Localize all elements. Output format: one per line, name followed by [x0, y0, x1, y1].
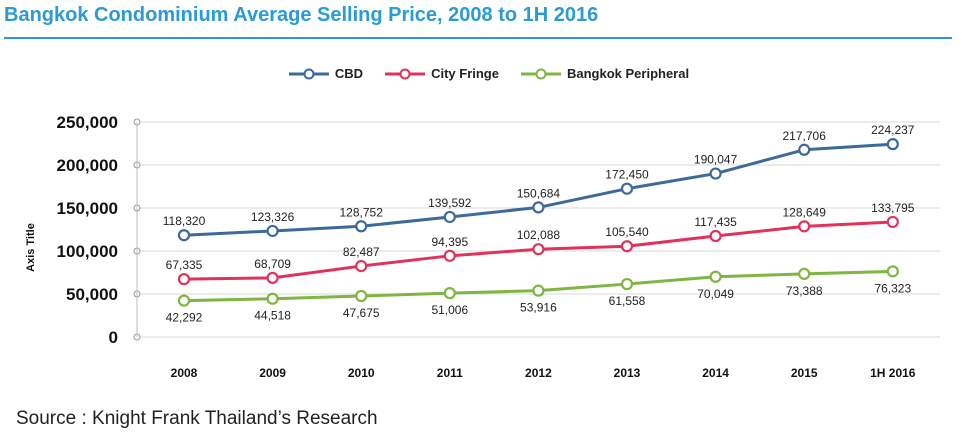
- y-tick-label-50000: 50,000: [66, 285, 118, 304]
- data-label-city-fringe-2012: 102,088: [517, 228, 561, 242]
- data-label-city-fringe-2008: 67,335: [166, 258, 203, 272]
- data-point-city-fringe-2012: [532, 243, 545, 256]
- data-label-cbd-1h-2016: 224,237: [871, 123, 915, 137]
- line-chart: 0 50,000 100,000 150,000 200,000 250,000 Axis …: [25, 113, 940, 380]
- legend-item-city-fringe: City Fringe: [385, 66, 499, 81]
- data-label-city-fringe-1h-2016: 133,795: [871, 201, 915, 215]
- data-point-city-fringe-2015: [798, 220, 811, 233]
- data-point-bangkok-peripheral-2013: [620, 277, 634, 291]
- x-tick-label-2015: 2015: [791, 366, 818, 380]
- x-tick-label-2014: 2014: [702, 366, 729, 380]
- data-point-cbd-2008: [177, 229, 191, 242]
- data-label-city-fringe-2009: 68,709: [254, 257, 291, 271]
- data-label-bangkok-peripheral-2011: 51,006: [431, 303, 468, 317]
- data-point-cbd-2012: [532, 201, 545, 214]
- data-point-cbd-2014: [709, 167, 722, 180]
- data-label-city-fringe-2014: 117,435: [694, 215, 737, 229]
- data-label-city-fringe-2011: 94,395: [431, 235, 468, 249]
- data-point-bangkok-peripheral-1h-2016: [886, 265, 899, 278]
- y-tick-label-250000: 250,000: [57, 113, 118, 132]
- chart-legend: CBD City Fringe Bangkok Peripheral: [0, 66, 968, 81]
- data-point-city-fringe-2014: [709, 229, 722, 243]
- data-point-cbd-2013: [620, 182, 634, 195]
- legend-label-bangkok-peripheral: Bangkok Peripheral: [566, 66, 690, 81]
- data-point-bangkok-peripheral-2015: [798, 267, 811, 280]
- data-point-cbd-2015: [798, 143, 811, 156]
- data-label-bangkok-peripheral-2015: 73,388: [786, 284, 823, 298]
- legend-label-cbd: CBD: [334, 66, 364, 81]
- x-tick-label-2009: 2009: [259, 366, 286, 380]
- source-note: Source : Knight Frank Thailand’s Researc…: [16, 408, 378, 429]
- data-label-cbd-2010: 128,752: [340, 205, 384, 219]
- y-axis-title: Axis Title: [25, 223, 37, 272]
- data-point-cbd-2011: [443, 210, 456, 224]
- x-tick-label-2011: 2011: [437, 366, 463, 380]
- data-label-bangkok-peripheral-2013: 61,558: [609, 294, 646, 308]
- data-point-bangkok-peripheral-2012: [532, 284, 545, 297]
- data-point-bangkok-peripheral-2011: [443, 287, 456, 300]
- x-tick-label-2010: 2010: [348, 366, 375, 380]
- data-label-city-fringe-2015: 128,649: [783, 205, 827, 219]
- data-point-city-fringe-2010: [355, 259, 368, 273]
- data-label-city-fringe-2013: 105,540: [605, 225, 649, 239]
- x-tick-label-1h-2016: 1H 2016: [870, 366, 916, 380]
- legend-marker-city-fringe: [385, 68, 426, 79]
- data-label-bangkok-peripheral-2010: 47,675: [343, 306, 380, 320]
- y-tick-label-0: 0: [109, 328, 118, 347]
- y-tick-label-100000: 100,000: [57, 242, 118, 261]
- data-label-city-fringe-2010: 82,487: [343, 245, 380, 259]
- data-label-cbd-2008: 118,320: [163, 214, 206, 228]
- data-label-bangkok-peripheral-2014: 70,049: [697, 287, 734, 301]
- data-point-cbd-2009: [266, 224, 279, 238]
- data-label-cbd-2014: 190,047: [694, 153, 738, 167]
- data-label-cbd-2013: 172,450: [605, 168, 649, 182]
- legend-item-cbd: CBD: [288, 66, 364, 81]
- title-divider: [4, 37, 952, 39]
- data-point-city-fringe-2009: [266, 271, 279, 285]
- data-label-bangkok-peripheral-2012: 53,916: [520, 301, 557, 315]
- x-tick-label-2013: 2013: [614, 366, 641, 380]
- data-point-city-fringe-1h-2016: [886, 215, 899, 229]
- data-point-bangkok-peripheral-2008: [177, 294, 191, 307]
- data-label-bangkok-peripheral-2008: 42,292: [166, 311, 203, 325]
- data-point-cbd-1h-2016: [886, 138, 899, 151]
- legend-label-city-fringe: City Fringe: [431, 66, 499, 81]
- data-label-cbd-2011: 139,592: [428, 196, 472, 210]
- data-point-bangkok-peripheral-2014: [709, 270, 722, 283]
- data-point-city-fringe-2013: [620, 240, 634, 253]
- data-label-bangkok-peripheral-1h-2016: 76,323: [874, 281, 911, 295]
- data-label-bangkok-peripheral-2009: 44,518: [254, 309, 291, 323]
- data-point-city-fringe-2011: [443, 249, 456, 262]
- data-label-cbd-2009: 123,326: [251, 210, 295, 224]
- data-point-bangkok-peripheral-2010: [355, 289, 368, 303]
- data-point-city-fringe-2008: [177, 272, 191, 286]
- data-label-cbd-2012: 150,684: [517, 186, 561, 200]
- legend-marker-bangkok-peripheral: [520, 68, 561, 79]
- x-tick-label-2008: 2008: [171, 366, 198, 380]
- y-tick-label-200000: 200,000: [57, 156, 118, 175]
- data-point-bangkok-peripheral-2009: [266, 292, 279, 305]
- legend-item-bangkok-peripheral: Bangkok Peripheral: [520, 66, 690, 81]
- chart-title: Bangkok Condominium Average Selling Pric…: [4, 4, 599, 26]
- data-label-cbd-2015: 217,706: [783, 129, 827, 143]
- y-tick-label-150000: 150,000: [57, 199, 118, 218]
- legend-marker-cbd: [288, 68, 329, 79]
- x-tick-label-2012: 2012: [525, 366, 552, 380]
- data-point-cbd-2010: [355, 220, 368, 233]
